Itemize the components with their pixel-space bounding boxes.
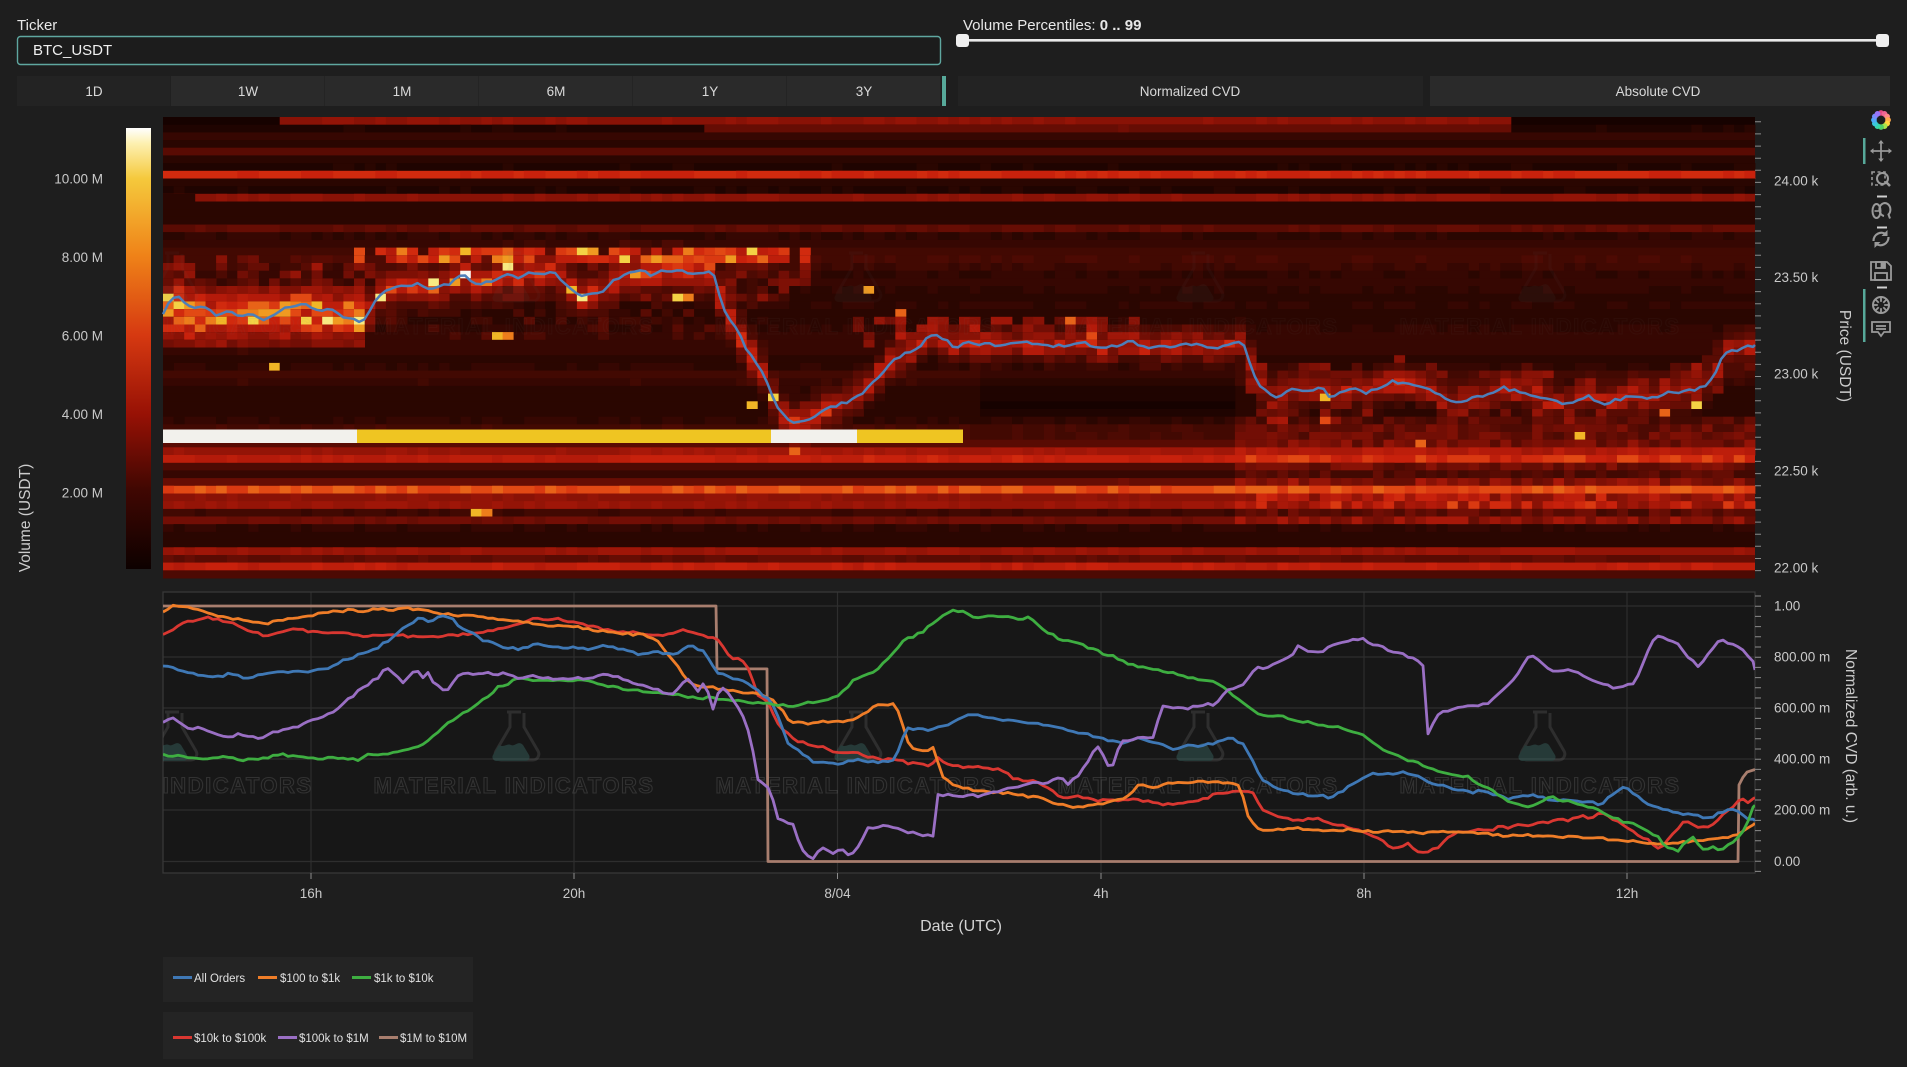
svg-text:Absolute CVD: Absolute CVD (1616, 84, 1701, 99)
svg-text:Volume Percentiles: 0 .. 99: Volume Percentiles: 0 .. 99 (963, 17, 1141, 34)
svg-text:23.00 k: 23.00 k (1774, 367, 1819, 382)
svg-text:Normalized CVD: Normalized CVD (1140, 84, 1241, 99)
svg-text:Price (USDT): Price (USDT) (1836, 310, 1853, 402)
svg-text:200.00 m: 200.00 m (1774, 803, 1830, 818)
svg-text:12h: 12h (1616, 886, 1639, 901)
svg-text:400.00 m: 400.00 m (1774, 752, 1830, 767)
svg-text:6.00 M: 6.00 M (62, 329, 103, 344)
svg-text:Volume (USDT): Volume (USDT) (17, 464, 34, 573)
svg-text:16h: 16h (300, 886, 323, 901)
svg-text:2.00 M: 2.00 M (62, 486, 103, 501)
svg-text:1D: 1D (85, 84, 103, 99)
svg-text:$100 to $1k: $100 to $1k (280, 973, 340, 985)
svg-text:4.00 M: 4.00 M (62, 407, 103, 422)
svg-text:8h: 8h (1356, 886, 1371, 901)
svg-text:24.00 k: 24.00 k (1774, 174, 1819, 189)
svg-text:Date (UTC): Date (UTC) (920, 918, 1002, 935)
svg-text:20h: 20h (563, 886, 586, 901)
svg-text:800.00 m: 800.00 m (1774, 650, 1830, 665)
svg-text:BTC_USDT: BTC_USDT (33, 42, 112, 59)
svg-text:8/04: 8/04 (824, 886, 851, 901)
svg-text:23.50 k: 23.50 k (1774, 270, 1819, 285)
svg-text:$1k to $10k: $1k to $10k (374, 973, 434, 985)
svg-text:10.00 M: 10.00 M (54, 172, 103, 187)
svg-text:$10k to $100k: $10k to $100k (194, 1033, 267, 1045)
svg-text:Ticker: Ticker (17, 17, 57, 34)
svg-text:6M: 6M (547, 84, 566, 99)
svg-text:3Y: 3Y (856, 84, 873, 99)
svg-text:Normalized CVD (arb. u.): Normalized CVD (arb. u.) (1842, 649, 1859, 823)
svg-text:$1M to $10M: $1M to $10M (400, 1033, 467, 1045)
svg-text:1Y: 1Y (702, 84, 719, 99)
svg-text:1.00: 1.00 (1774, 599, 1800, 614)
svg-text:1W: 1W (238, 84, 259, 99)
svg-text:4h: 4h (1093, 886, 1108, 901)
svg-text:$100k to $1M: $100k to $1M (299, 1033, 369, 1045)
svg-text:1M: 1M (393, 84, 412, 99)
svg-text:600.00 m: 600.00 m (1774, 701, 1830, 716)
svg-text:22.00 k: 22.00 k (1774, 561, 1819, 576)
svg-text:0.00: 0.00 (1774, 854, 1800, 869)
svg-text:8.00 M: 8.00 M (62, 250, 103, 265)
svg-text:All Orders: All Orders (194, 973, 245, 985)
svg-text:22.50 k: 22.50 k (1774, 464, 1819, 479)
